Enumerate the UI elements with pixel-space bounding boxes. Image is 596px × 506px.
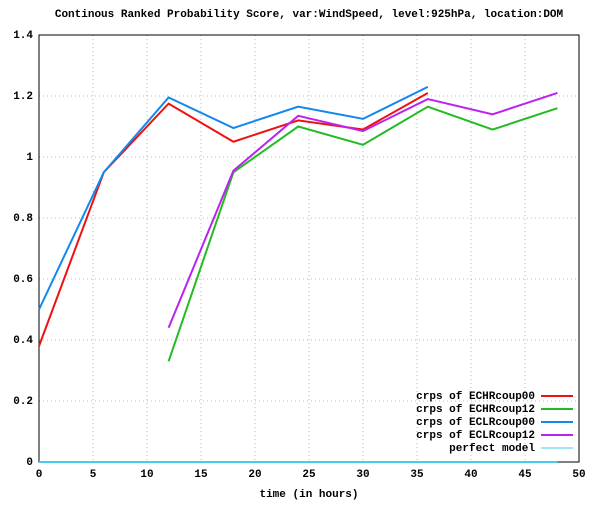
y-tick-label: 1.2	[13, 91, 33, 103]
y-tick-label: 0.2	[13, 396, 33, 408]
legend-label: crps of ECHRcoup12	[416, 404, 535, 416]
x-tick-label: 15	[194, 469, 208, 481]
y-tick-label: 1.4	[13, 30, 33, 42]
series-line	[167, 92, 558, 329]
series-line	[38, 85, 429, 310]
x-tick-label: 50	[572, 469, 585, 481]
legend-label: crps of ECHRcoup00	[416, 391, 535, 403]
y-tick-label: 0.8	[13, 213, 33, 225]
x-tick-label: 45	[518, 469, 532, 481]
x-tick-label: 20	[248, 469, 261, 481]
y-tick-label: 0	[26, 457, 33, 469]
x-tick-label: 5	[90, 469, 97, 481]
chart-title: Continous Ranked Probability Score, var:…	[55, 9, 564, 21]
x-axis-label: time (in hours)	[259, 489, 358, 501]
legend-label: crps of ECLRcoup12	[416, 430, 535, 442]
y-tick-label: 0.4	[13, 335, 33, 347]
x-tick-label: 35	[410, 469, 424, 481]
legend-label: crps of ECLRcoup00	[416, 417, 535, 429]
y-tick-label: 1	[26, 152, 33, 164]
legend-label: perfect model	[449, 443, 535, 455]
x-tick-label: 30	[356, 469, 369, 481]
y-tick-label: 0.6	[13, 274, 33, 286]
x-tick-label: 25	[302, 469, 316, 481]
x-tick-label: 0	[36, 469, 43, 481]
x-tick-label: 10	[140, 469, 153, 481]
x-tick-label: 40	[464, 469, 477, 481]
